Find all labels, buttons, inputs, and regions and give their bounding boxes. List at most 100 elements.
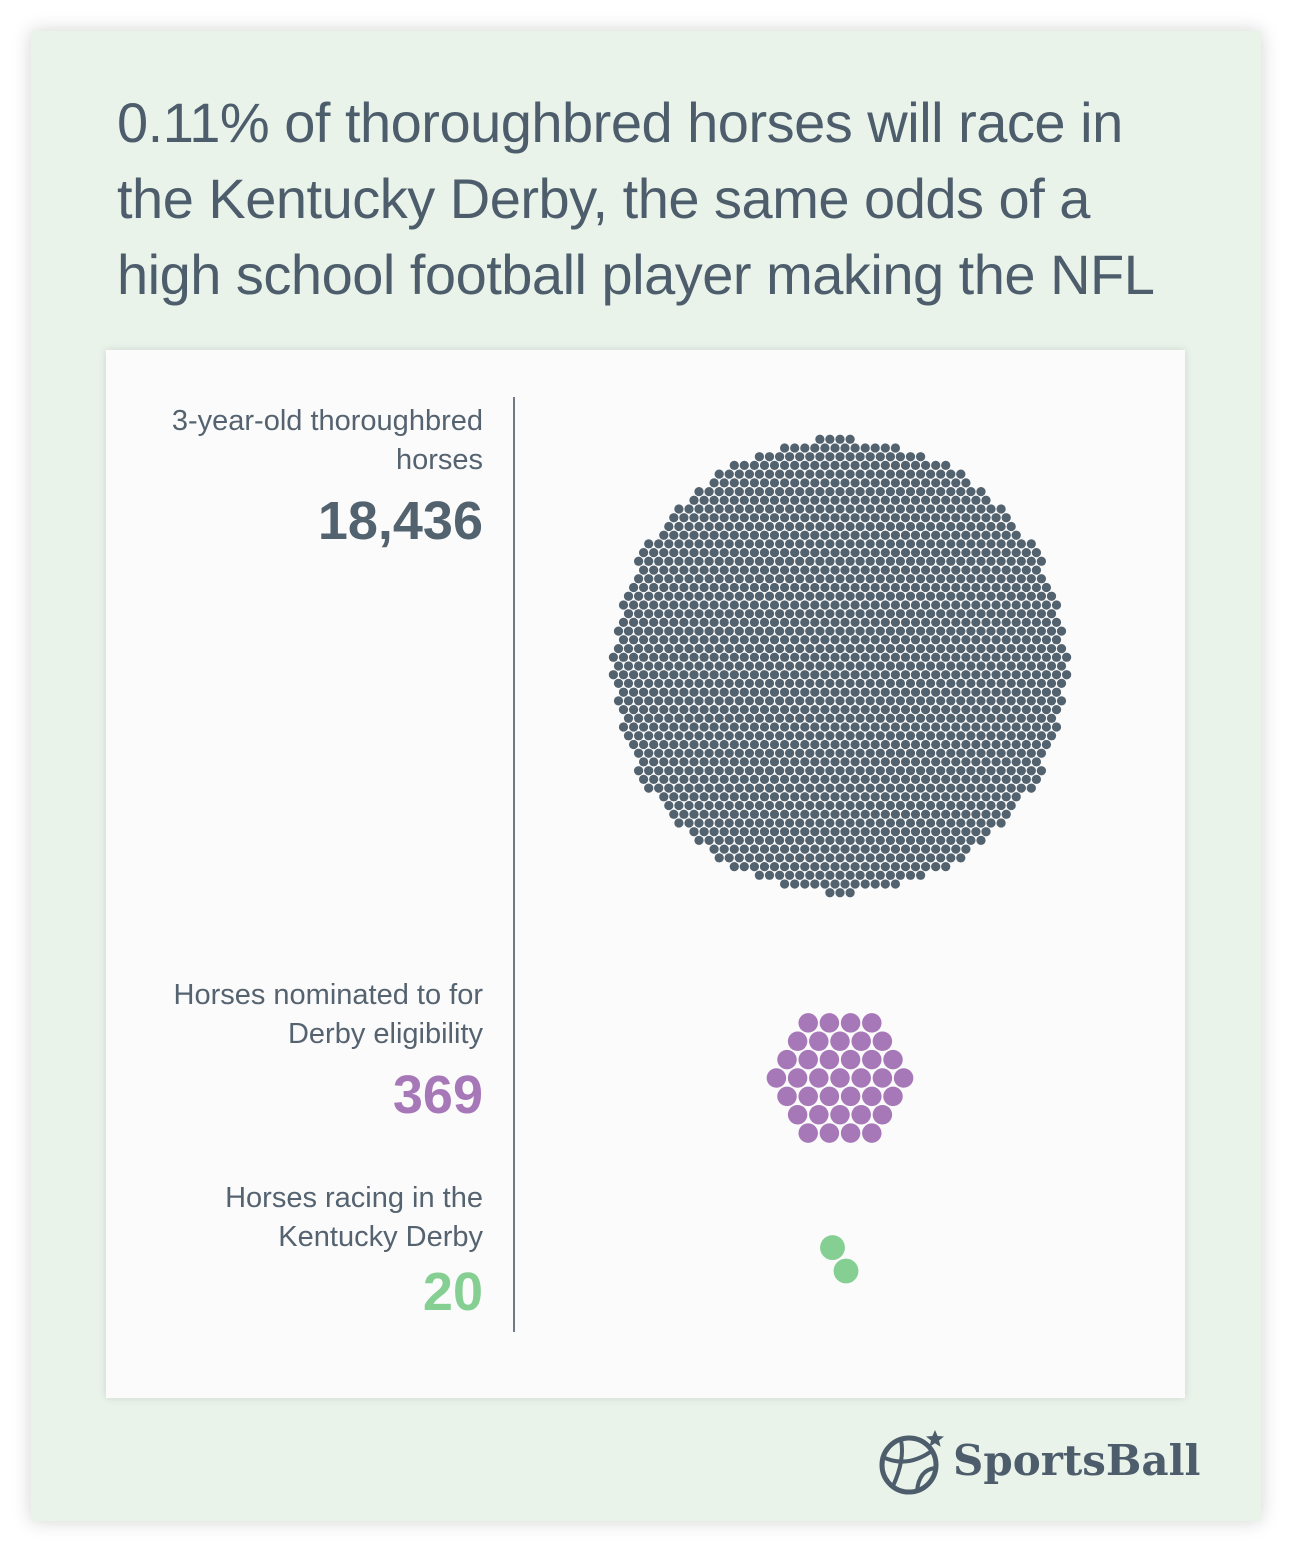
unit-dot <box>669 582 679 593</box>
unit-dot <box>749 547 760 558</box>
unit-dot <box>764 521 775 532</box>
unit-dot <box>709 827 719 837</box>
unit-dot <box>790 635 800 645</box>
unit-dot <box>855 748 865 758</box>
unit-dot <box>800 861 810 872</box>
unit-dot <box>910 600 921 610</box>
unit-dot <box>830 582 840 593</box>
unit-dot <box>855 452 865 462</box>
unit-dot <box>669 670 679 680</box>
unit-dot <box>633 678 644 689</box>
unit-dot <box>870 530 880 540</box>
unit-dot <box>669 513 679 523</box>
unit-dot <box>779 704 790 715</box>
unit-dot <box>830 827 840 837</box>
unit-dot <box>800 809 810 819</box>
unit-dot <box>699 757 709 767</box>
unit-dot <box>769 827 780 837</box>
unit-dot <box>872 1068 893 1088</box>
unit-dot <box>900 670 911 680</box>
unit-dot <box>961 478 971 488</box>
unit-dot <box>764 591 775 601</box>
unit-dot <box>996 521 1006 532</box>
unit-dot <box>759 600 770 610</box>
unit-dot <box>790 827 800 837</box>
unit-dot <box>820 809 830 819</box>
unit-dot <box>845 713 855 723</box>
unit-dot <box>759 861 770 872</box>
unit-dot <box>825 696 835 706</box>
unit-dot <box>951 547 961 558</box>
unit-dot <box>754 800 765 811</box>
unit-dot <box>910 547 921 558</box>
unit-dot <box>860 687 870 697</box>
unit-dot <box>956 731 966 741</box>
unit-dot <box>860 809 870 819</box>
unit-dot <box>709 704 719 715</box>
unit-dot <box>840 1123 861 1143</box>
unit-dot <box>699 722 709 732</box>
unit-dot <box>638 565 649 575</box>
unit-dot <box>880 652 890 662</box>
unit-dot <box>784 643 795 654</box>
unit-dot <box>915 486 926 497</box>
unit-dot <box>699 739 709 750</box>
unit-dot <box>769 704 780 715</box>
unit-dot <box>739 844 749 854</box>
unit-dot <box>815 574 825 584</box>
unit-dot <box>840 513 850 523</box>
unit-dot <box>729 722 739 732</box>
unit-dot <box>1016 591 1026 601</box>
unit-dot <box>1001 774 1011 785</box>
unit-dot <box>835 521 845 532</box>
unit-dot <box>880 827 890 837</box>
unit-dot <box>664 574 674 584</box>
unit-dot <box>724 643 734 654</box>
unit-dot <box>971 809 981 819</box>
unit-dot <box>1006 766 1016 776</box>
unit-dot <box>920 704 931 715</box>
unit-dot <box>1021 582 1031 593</box>
unit-dot <box>1021 547 1031 558</box>
unit-dot <box>754 678 765 689</box>
unit-dot <box>845 609 855 619</box>
unit-dot <box>790 757 800 767</box>
unit-dot <box>709 513 719 523</box>
unit-dot <box>1001 704 1011 715</box>
unit-dot <box>865 504 875 514</box>
unit-dot <box>981 635 991 645</box>
unit-dot <box>825 609 835 619</box>
unit-dot <box>951 774 961 785</box>
unit-dot <box>961 582 971 593</box>
unit-dot <box>1006 574 1016 584</box>
unit-dot <box>835 835 845 846</box>
unit-dot <box>920 757 931 767</box>
unit-dot <box>835 486 845 497</box>
unit-dot <box>905 766 916 776</box>
unit-dot <box>870 809 880 819</box>
unit-dot <box>784 591 795 601</box>
unit-dot <box>749 704 760 715</box>
unit-dot <box>684 643 694 654</box>
unit-dot <box>810 635 820 645</box>
unit-dot <box>774 870 785 880</box>
unit-dot <box>885 626 896 636</box>
unit-dot <box>689 757 699 767</box>
unit-dot <box>800 652 810 662</box>
unit-dot <box>766 1068 787 1088</box>
unit-dot <box>744 713 755 723</box>
unit-dot <box>845 731 855 741</box>
unit-dot <box>870 861 880 872</box>
unit-dot <box>684 626 694 636</box>
unit-dot <box>608 652 619 662</box>
unit-dot <box>784 818 795 828</box>
unit-dot <box>1051 722 1062 732</box>
unit-dot <box>956 591 966 601</box>
unit-dot <box>845 766 855 776</box>
unit-dot <box>905 504 916 514</box>
unit-dot <box>971 739 981 750</box>
unit-dot <box>734 486 744 497</box>
unit-dot <box>883 1086 903 1107</box>
unit-dot <box>895 696 906 706</box>
unit-dot <box>820 879 830 889</box>
